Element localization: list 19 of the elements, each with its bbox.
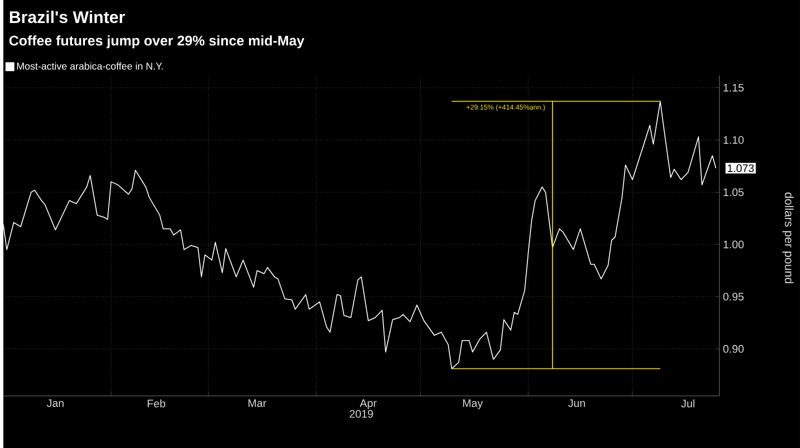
x-tick-label: Mar [248, 399, 266, 407]
y-tick-label: 0.95 [723, 292, 744, 300]
x-tick-label: May [463, 399, 483, 410]
y-axis-title: dollars per pound [782, 192, 794, 284]
x-tick-label: Jan [46, 399, 64, 407]
y-tick-label: 0.90 [723, 344, 744, 353]
x-tick-label: Jul [681, 399, 694, 408]
legend-label: Most-active arabica-coffee in N.Y. [17, 62, 163, 70]
y-tick-label: 1.10 [724, 136, 744, 144]
y-tick-label: 1.05 [724, 188, 744, 196]
y-tick-label: 1.15 [724, 84, 744, 92]
x-axis-title: 2019 [350, 410, 373, 418]
annotation: 1.073 [728, 164, 754, 172]
x-tick-label: Jun [568, 399, 585, 407]
chart-title: Brazil's Winter [10, 10, 125, 24]
y-tick-label: 1.00 [724, 240, 744, 248]
x-tick-label: Feb [148, 399, 166, 408]
chart-subtitle: Coffee futures jump over 29% since mid-May [9, 35, 304, 48]
x-tick-label: Apr [360, 399, 377, 410]
